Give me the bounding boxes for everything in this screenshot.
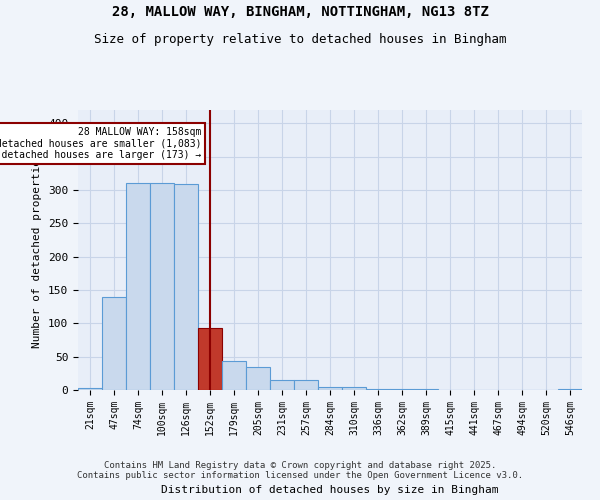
Text: 28 MALLOW WAY: 158sqm
← 86% of detached houses are smaller (1,083)
14% of semi-d: 28 MALLOW WAY: 158sqm ← 86% of detached … xyxy=(0,126,202,160)
Bar xyxy=(174,184,198,390)
Bar xyxy=(270,380,294,390)
Bar xyxy=(102,296,126,390)
Text: Contains HM Land Registry data © Crown copyright and database right 2025.
Contai: Contains HM Land Registry data © Crown c… xyxy=(77,460,523,480)
Bar xyxy=(342,386,366,390)
Bar xyxy=(78,388,102,390)
Bar xyxy=(222,360,246,390)
Bar xyxy=(558,388,582,390)
Text: Distribution of detached houses by size in Bingham: Distribution of detached houses by size … xyxy=(161,485,499,495)
Bar xyxy=(198,328,222,390)
Text: 28, MALLOW WAY, BINGHAM, NOTTINGHAM, NG13 8TZ: 28, MALLOW WAY, BINGHAM, NOTTINGHAM, NG1… xyxy=(112,5,488,19)
Bar xyxy=(126,182,150,390)
Y-axis label: Number of detached properties: Number of detached properties xyxy=(32,152,43,348)
Bar xyxy=(150,182,174,390)
Bar xyxy=(246,368,270,390)
Bar xyxy=(294,380,318,390)
Text: Size of property relative to detached houses in Bingham: Size of property relative to detached ho… xyxy=(94,32,506,46)
Bar xyxy=(318,386,342,390)
